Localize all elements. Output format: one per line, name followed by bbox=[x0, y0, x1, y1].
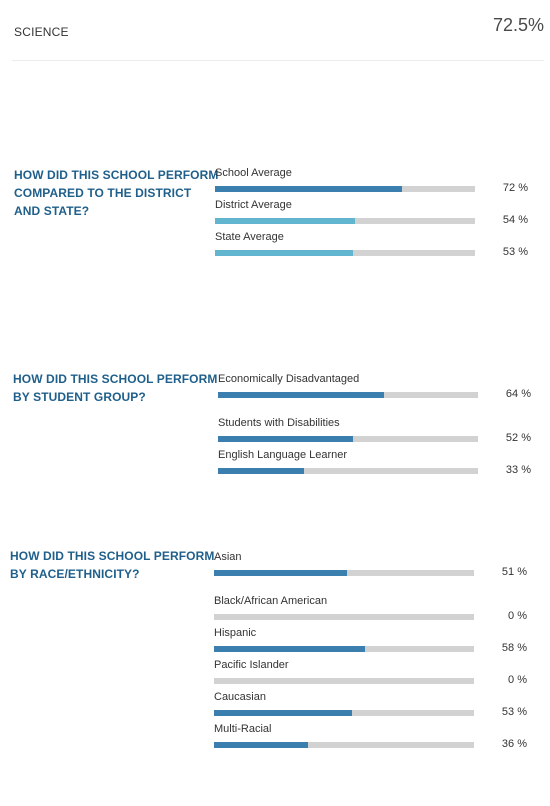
bar-track-black-african-american bbox=[214, 614, 474, 620]
bar-caucasian bbox=[214, 710, 352, 716]
bar-label-school-average: School Average bbox=[215, 167, 292, 179]
subject-score: 72.5% bbox=[492, 15, 544, 35]
value-label-district-average: 54 % bbox=[502, 214, 528, 226]
section-heading-student-group: HOW DID THIS SCHOOL PERFORM BY STUDENT G… bbox=[13, 372, 218, 404]
bar-school-average bbox=[215, 186, 402, 192]
value-label-caucasian: 53 % bbox=[501, 706, 527, 718]
value-label-economically-disadvantaged: 64 % bbox=[505, 388, 531, 400]
bar-students-with-disabilities bbox=[218, 436, 353, 442]
subject-title: SCIENCE bbox=[14, 25, 69, 39]
bar-track-asian bbox=[214, 570, 474, 576]
bar-label-students-with-disabilities: Students with Disabilities bbox=[218, 417, 340, 429]
bar-label-caucasian: Caucasian bbox=[214, 691, 266, 703]
header-divider bbox=[12, 60, 544, 61]
bar-track-caucasian bbox=[214, 710, 474, 716]
section-heading-race-ethnicity: HOW DID THIS SCHOOL PERFORM BY RACE/ETHN… bbox=[10, 549, 215, 581]
value-label-multi-racial: 36 % bbox=[501, 738, 527, 750]
value-label-pacific-islander: 0 % bbox=[508, 674, 527, 686]
bar-label-multi-racial: Multi-Racial bbox=[214, 723, 272, 735]
section-heading-district-state: HOW DID THIS SCHOOL PERFORM COMPARED TO … bbox=[14, 168, 219, 218]
bar-track-multi-racial bbox=[214, 742, 474, 748]
bar-track-english-language-learner bbox=[218, 468, 478, 474]
bar-district-average bbox=[215, 218, 355, 224]
value-label-black-african-american: 0 % bbox=[508, 610, 527, 622]
bar-label-english-language-learner: English Language Learner bbox=[218, 449, 348, 461]
bar-track-economically-disadvantaged bbox=[218, 392, 478, 398]
bar-track-district-average bbox=[215, 218, 475, 224]
bar-label-economically-disadvantaged: Economically Disadvantaged bbox=[218, 373, 360, 385]
bar-asian bbox=[214, 570, 347, 576]
bar-english-language-learner bbox=[218, 468, 304, 474]
bar-label-black-african-american: Black/African American bbox=[214, 595, 328, 607]
bar-label-asian: Asian bbox=[214, 551, 242, 563]
value-label-english-language-learner: 33 % bbox=[505, 464, 531, 476]
bar-track-pacific-islander bbox=[214, 678, 474, 684]
bar-state-average bbox=[215, 250, 353, 256]
bar-economically-disadvantaged bbox=[218, 392, 384, 398]
bar-track-hispanic bbox=[214, 646, 474, 652]
value-label-state-average: 53 % bbox=[502, 246, 528, 258]
value-label-hispanic: 58 % bbox=[501, 642, 527, 654]
bar-track-students-with-disabilities bbox=[218, 436, 478, 442]
value-label-school-average: 72 % bbox=[502, 182, 528, 194]
value-label-students-with-disabilities: 52 % bbox=[505, 432, 531, 444]
value-label-asian: 51 % bbox=[501, 566, 527, 578]
bar-label-state-average: State Average bbox=[215, 231, 284, 243]
bar-track-school-average bbox=[215, 186, 475, 192]
bar-label-pacific-islander: Pacific Islander bbox=[214, 659, 289, 671]
bar-label-hispanic: Hispanic bbox=[214, 627, 257, 639]
bar-track-state-average bbox=[215, 250, 475, 256]
bar-hispanic bbox=[214, 646, 365, 652]
bar-label-district-average: District Average bbox=[215, 199, 292, 211]
bar-multi-racial bbox=[214, 742, 308, 748]
